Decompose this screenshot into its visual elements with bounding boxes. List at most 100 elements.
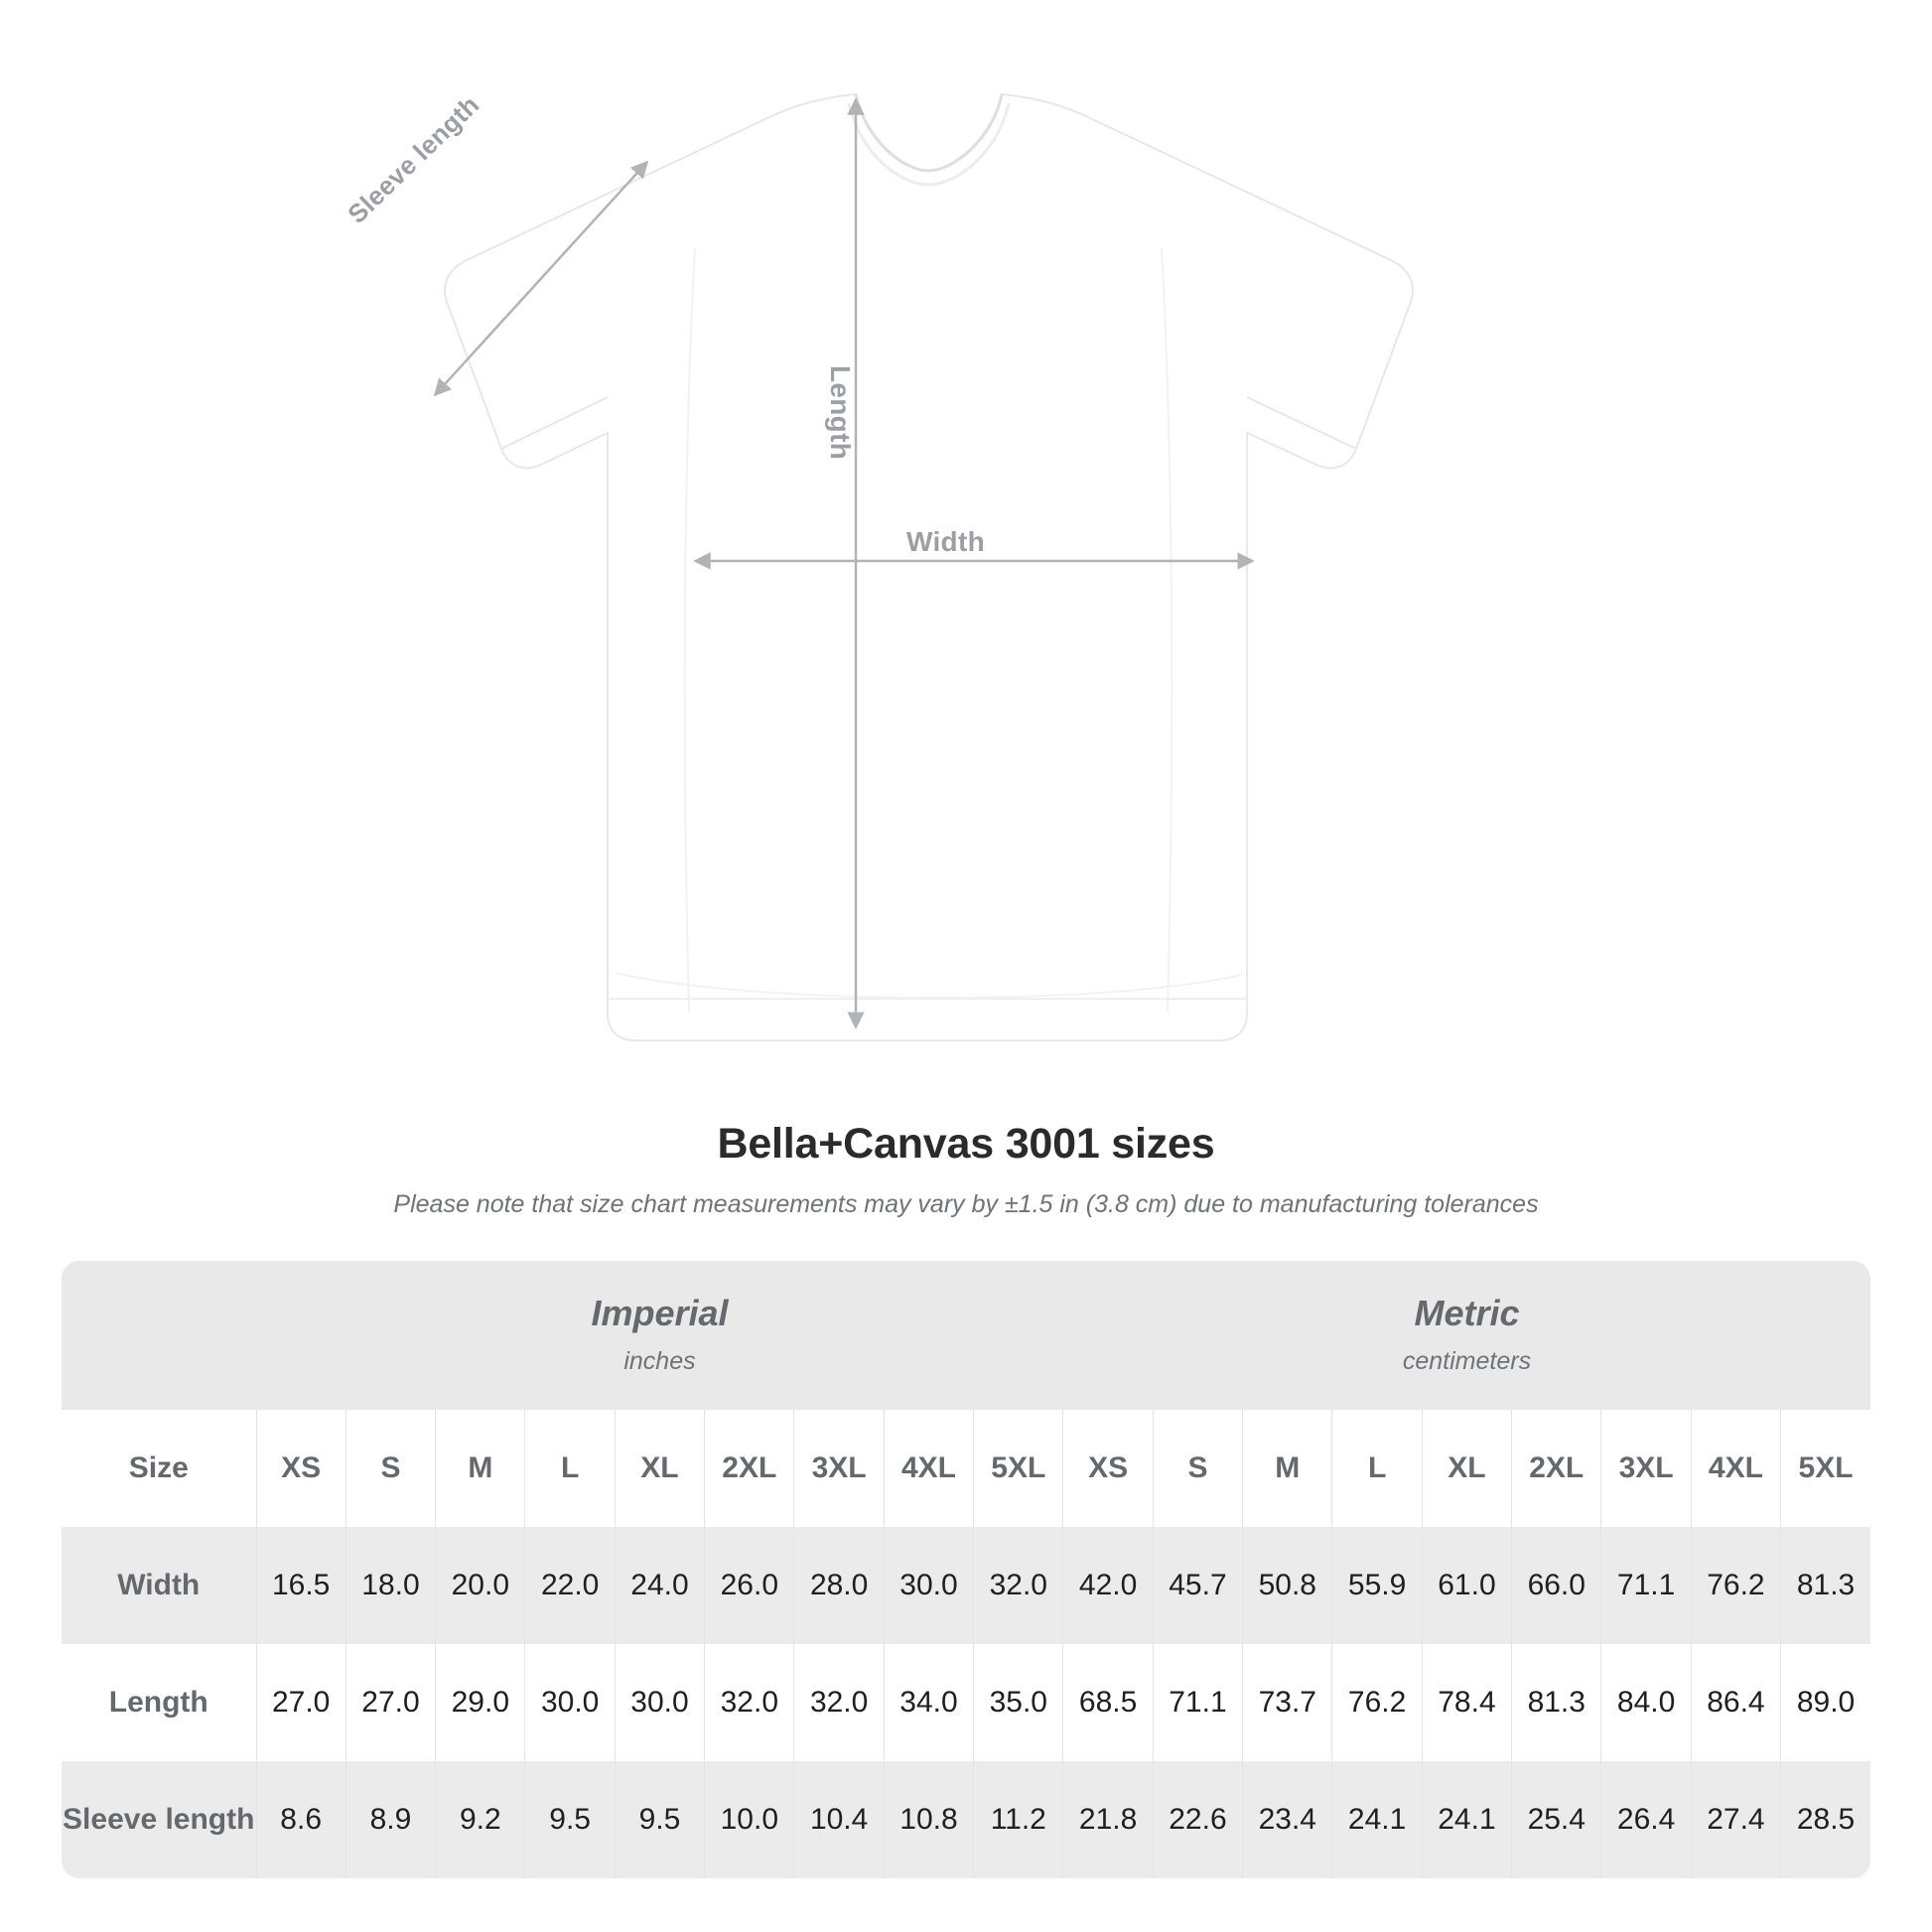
measurement-cell: 30.0 xyxy=(614,1644,705,1761)
unit-system-name: Metric xyxy=(1414,1292,1520,1333)
measurement-cell: 27.0 xyxy=(255,1644,346,1761)
measurement-cell: 86.4 xyxy=(1690,1644,1781,1761)
measurement-cell: 26.4 xyxy=(1600,1761,1692,1878)
measurement-cell: 84.0 xyxy=(1600,1644,1692,1761)
garment-diagram: Sleeve length Length Width xyxy=(342,89,1414,1041)
unit-header-row: Imperial inches Metric centimeters xyxy=(62,1261,1870,1410)
measurement-cell: 89.0 xyxy=(1780,1644,1870,1761)
measurement-cell: 24.1 xyxy=(1331,1761,1423,1878)
measurement-cell: 9.2 xyxy=(435,1761,525,1878)
size-header-cell: S xyxy=(345,1410,436,1527)
measurement-cell: 28.5 xyxy=(1780,1761,1870,1878)
size-header-cell: 2XL xyxy=(704,1410,794,1527)
measurement-cell: 21.8 xyxy=(1062,1761,1154,1878)
table-row: Sleeve length 8.6 8.9 9.2 9.5 9.5 10.0 10.4 10.8… xyxy=(62,1761,1870,1878)
measurement-cell: 8.9 xyxy=(345,1761,436,1878)
measurement-cell: 30.0 xyxy=(524,1644,616,1761)
width-dimension-label: Width xyxy=(906,526,985,557)
size-header-cell: 4XL xyxy=(883,1410,974,1527)
measurement-cell: 71.1 xyxy=(1600,1527,1692,1644)
table-row: Length 27.0 27.0 29.0 30.0 30.0 32.0 32.0 34.0 35… xyxy=(62,1644,1870,1761)
measurement-row-label: Width xyxy=(62,1527,256,1644)
imperial-unit-header: Imperial inches xyxy=(256,1261,1063,1410)
measurement-row-label: Sleeve length xyxy=(62,1761,256,1878)
measurement-cell: 16.5 xyxy=(255,1527,346,1644)
measurement-cell: 55.9 xyxy=(1331,1527,1423,1644)
measurement-cell: 68.5 xyxy=(1062,1644,1154,1761)
measurement-cell: 11.2 xyxy=(973,1761,1063,1878)
measurement-cell: 22.6 xyxy=(1152,1761,1243,1878)
sleeve-length-arrow xyxy=(433,160,649,397)
measurement-cell: 10.4 xyxy=(793,1761,885,1878)
measurement-cell: 26.0 xyxy=(704,1527,794,1644)
measurement-cell: 27.4 xyxy=(1690,1761,1781,1878)
measurement-cell: 9.5 xyxy=(524,1761,616,1878)
unit-measure-name: centimeters xyxy=(1402,1346,1532,1375)
measurement-cell: 66.0 xyxy=(1511,1527,1601,1644)
size-header-cell: XL xyxy=(1421,1410,1512,1527)
measurement-cell: 61.0 xyxy=(1421,1527,1512,1644)
size-header-cell: 3XL xyxy=(793,1410,885,1527)
measurement-cell: 45.7 xyxy=(1152,1527,1243,1644)
measurement-cell: 8.6 xyxy=(255,1761,346,1878)
size-header-cell: 2XL xyxy=(1511,1410,1601,1527)
size-header-cell: L xyxy=(524,1410,616,1527)
size-header-cell: XL xyxy=(614,1410,705,1527)
unit-header-spacer xyxy=(62,1261,256,1410)
size-header-cell: 4XL xyxy=(1690,1410,1781,1527)
size-header-row: Size XS S M L XL 2XL 3XL 4XL 5XL XS S M L XL 2XL 3XL 4XL 5… xyxy=(62,1410,1870,1527)
size-column-header: Size xyxy=(62,1410,256,1527)
size-header-cell: XS xyxy=(1062,1410,1154,1527)
measurement-cell: 18.0 xyxy=(345,1527,436,1644)
measurement-cell: 30.0 xyxy=(883,1527,974,1644)
unit-measure-name: inches xyxy=(623,1346,696,1375)
measurement-cell: 22.0 xyxy=(524,1527,616,1644)
measurement-cell: 27.0 xyxy=(345,1644,436,1761)
measurement-cell: 29.0 xyxy=(435,1644,525,1761)
title-block: Bella+Canvas 3001 sizes Please note that… xyxy=(0,1120,1932,1219)
measurement-cell: 23.4 xyxy=(1242,1761,1332,1878)
measurement-cell: 20.0 xyxy=(435,1527,525,1644)
size-header-cell: 5XL xyxy=(1780,1410,1870,1527)
measurement-cell: 71.1 xyxy=(1152,1644,1243,1761)
measurement-cell: 78.4 xyxy=(1421,1644,1512,1761)
measurement-cell: 10.8 xyxy=(883,1761,974,1878)
size-table: Imperial inches Metric centimeters Size XS S M L… xyxy=(62,1261,1870,1878)
size-header-cell: L xyxy=(1331,1410,1423,1527)
size-table-container: Imperial inches Metric centimeters Size XS S M L… xyxy=(62,1261,1870,1878)
size-header-cell: M xyxy=(1242,1410,1332,1527)
measurement-cell: 42.0 xyxy=(1062,1527,1154,1644)
tolerance-note: Please note that size chart measurements… xyxy=(393,1190,1539,1218)
unit-system-name: Imperial xyxy=(591,1292,729,1333)
measurement-cell: 32.0 xyxy=(973,1527,1063,1644)
measurement-cell: 25.4 xyxy=(1511,1761,1601,1878)
measurement-cell: 81.3 xyxy=(1780,1527,1870,1644)
measurement-cell: 76.2 xyxy=(1331,1644,1423,1761)
measurement-cell: 10.0 xyxy=(704,1761,794,1878)
measurement-row-label: Length xyxy=(62,1644,256,1761)
metric-unit-header: Metric centimeters xyxy=(1062,1261,1870,1410)
page-title: Bella+Canvas 3001 sizes xyxy=(717,1120,1215,1168)
measurement-cell: 32.0 xyxy=(793,1644,885,1761)
measurement-cell: 28.0 xyxy=(793,1527,885,1644)
size-header-cell: M xyxy=(435,1410,525,1527)
size-header-cell: S xyxy=(1152,1410,1243,1527)
collar-outline xyxy=(854,93,1004,173)
measurement-cell: 24.0 xyxy=(614,1527,705,1644)
measurement-cell: 32.0 xyxy=(704,1644,794,1761)
measurement-cell: 81.3 xyxy=(1511,1644,1601,1761)
measurement-cell: 50.8 xyxy=(1242,1527,1332,1644)
size-header-cell: XS xyxy=(255,1410,346,1527)
measurement-cell: 35.0 xyxy=(973,1644,1063,1761)
length-dimension-label: Length xyxy=(825,365,856,461)
size-header-cell: 3XL xyxy=(1600,1410,1692,1527)
table-row: Width 16.5 18.0 20.0 22.0 24.0 26.0 28.0 30.0 32.… xyxy=(62,1527,1870,1644)
measurement-cell: 9.5 xyxy=(614,1761,705,1878)
measurement-cell: 73.7 xyxy=(1242,1644,1332,1761)
measurement-cell: 76.2 xyxy=(1690,1527,1781,1644)
measurement-cell: 24.1 xyxy=(1421,1761,1512,1878)
tshirt-illustration xyxy=(433,92,1414,1041)
size-header-cell: 5XL xyxy=(973,1410,1063,1527)
measurement-cell: 34.0 xyxy=(883,1644,974,1761)
